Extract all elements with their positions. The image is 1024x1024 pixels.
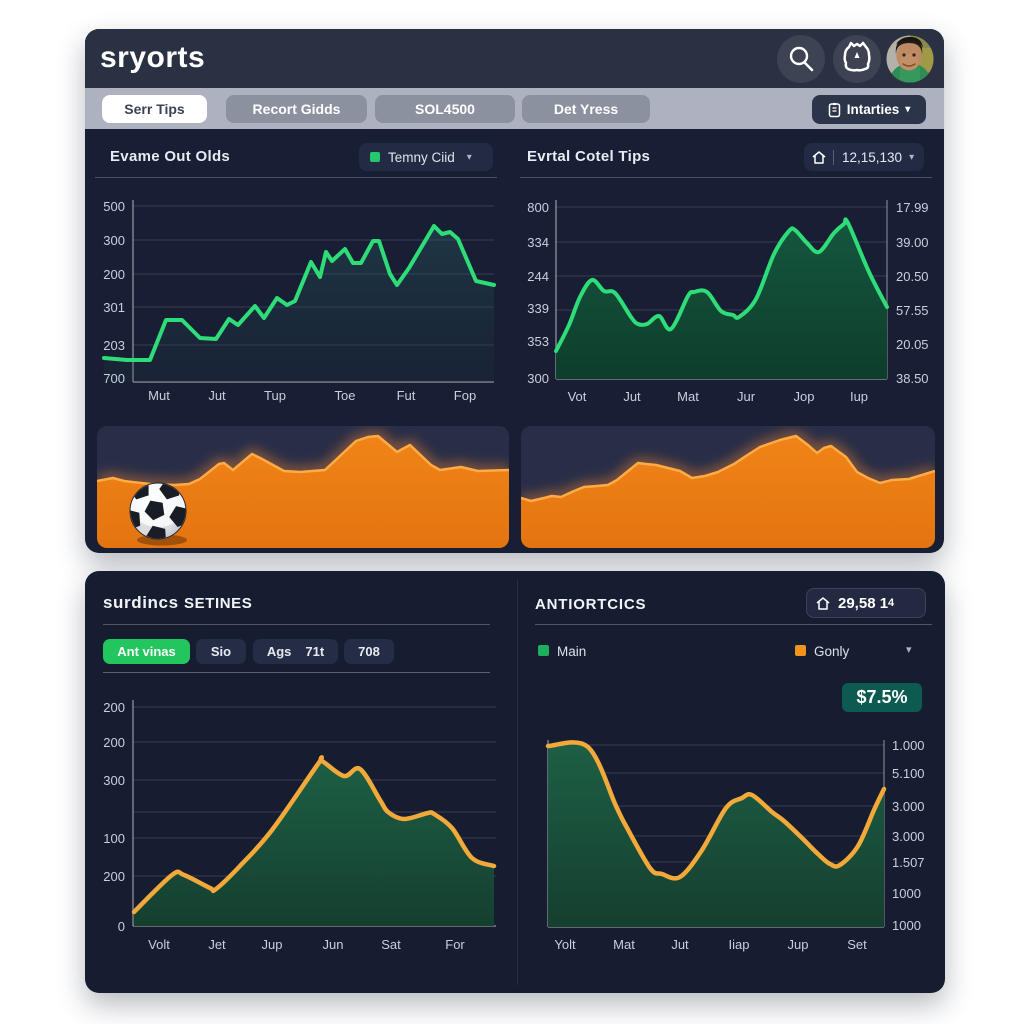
svg-text:Jut: Jut: [208, 388, 226, 403]
svg-text:Jur: Jur: [737, 389, 756, 404]
svg-text:Fop: Fop: [454, 388, 476, 403]
svg-text:3.000: 3.000: [892, 829, 925, 844]
svg-text:200: 200: [103, 869, 125, 884]
svg-text:1000: 1000: [892, 918, 921, 933]
svg-text:Jut: Jut: [671, 937, 689, 952]
svg-text:Jet: Jet: [208, 937, 226, 952]
svg-text:Mut: Mut: [148, 388, 170, 403]
svg-text:301: 301: [103, 300, 125, 315]
svg-text:Mat: Mat: [677, 389, 699, 404]
svg-text:300: 300: [103, 773, 125, 788]
svg-text:Toe: Toe: [335, 388, 356, 403]
svg-text:500: 500: [103, 199, 125, 214]
svg-text:300: 300: [527, 371, 549, 386]
svg-text:Jop: Jop: [794, 389, 815, 404]
svg-text:5.100: 5.100: [892, 766, 925, 781]
svg-text:57.55: 57.55: [896, 303, 929, 318]
svg-text:For: For: [445, 937, 465, 952]
svg-text:700: 700: [103, 371, 125, 386]
svg-text:244: 244: [527, 269, 549, 284]
svg-text:1.507: 1.507: [892, 855, 925, 870]
svg-text:Mat: Mat: [613, 937, 635, 952]
svg-text:334: 334: [527, 235, 549, 250]
svg-text:1.000: 1.000: [892, 738, 925, 753]
svg-text:20.05: 20.05: [896, 337, 929, 352]
svg-text:Iup: Iup: [850, 389, 868, 404]
svg-text:Volt: Volt: [148, 937, 170, 952]
svg-text:339: 339: [527, 301, 549, 316]
svg-text:200: 200: [103, 267, 125, 282]
svg-text:203: 203: [103, 338, 125, 353]
svg-text:200: 200: [103, 700, 125, 715]
svg-text:Tup: Tup: [264, 388, 286, 403]
svg-text:39.00: 39.00: [896, 235, 929, 250]
svg-text:Vot: Vot: [568, 389, 587, 404]
svg-text:Yolt: Yolt: [554, 937, 576, 952]
svg-text:Iiap: Iiap: [729, 937, 750, 952]
svg-text:Jup: Jup: [262, 937, 283, 952]
svg-text:3.000: 3.000: [892, 799, 925, 814]
svg-text:17.99: 17.99: [896, 200, 929, 215]
svg-text:300: 300: [103, 233, 125, 248]
svg-text:Set: Set: [847, 937, 867, 952]
svg-text:20.50: 20.50: [896, 269, 929, 284]
svg-text:800: 800: [527, 200, 549, 215]
svg-text:Jut: Jut: [623, 389, 641, 404]
svg-text:0: 0: [118, 919, 125, 934]
svg-text:100: 100: [103, 831, 125, 846]
svg-text:200: 200: [103, 735, 125, 750]
svg-text:Sat: Sat: [381, 937, 401, 952]
svg-text:Jup: Jup: [788, 937, 809, 952]
svg-text:Jun: Jun: [323, 937, 344, 952]
svg-text:Fut: Fut: [397, 388, 416, 403]
svg-text:38.50: 38.50: [896, 371, 929, 386]
svg-text:1000: 1000: [892, 886, 921, 901]
svg-text:353: 353: [527, 334, 549, 349]
